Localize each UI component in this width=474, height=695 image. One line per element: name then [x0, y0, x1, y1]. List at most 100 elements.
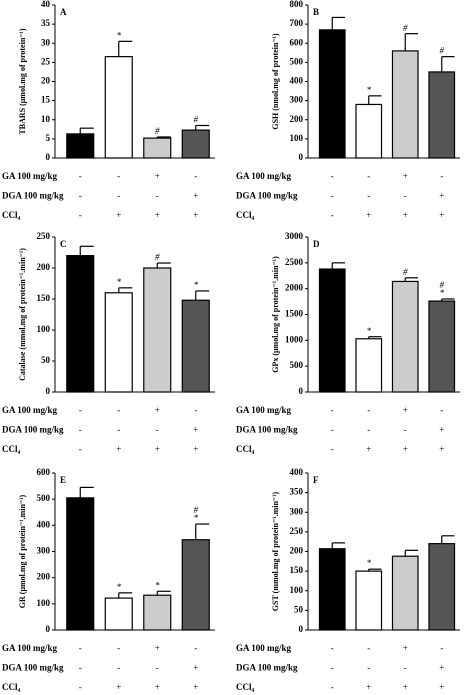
significance-mark: *: [117, 582, 122, 592]
treatment-mark: -: [117, 171, 120, 181]
y-tick-label: 2000: [285, 283, 304, 293]
treatment-mark: +: [403, 210, 408, 220]
significance-mark: *: [194, 280, 199, 290]
treatment-mark: +: [403, 643, 408, 653]
y-tick-label: 30: [41, 37, 51, 47]
treatment-label: CCl₄: [236, 210, 254, 220]
treatment-mark: +: [403, 171, 408, 181]
y-tick-label: 100: [290, 133, 304, 143]
y-tick-label: 200: [290, 546, 304, 556]
panel-label: B: [313, 7, 319, 17]
treatment-mark: -: [331, 643, 334, 653]
treatment-mark: -: [440, 171, 443, 181]
y-tick-label: 150: [290, 565, 304, 575]
treatment-mark: +: [116, 682, 121, 692]
treatment-mark: +: [439, 444, 444, 454]
treatment-label: GA 100 mg/kg: [236, 171, 292, 181]
y-tick-label: 3000: [285, 231, 304, 241]
bar: [143, 137, 172, 159]
treatment-mark: +: [403, 405, 408, 415]
treatment-mark: -: [404, 663, 407, 673]
y-tick-label: 100: [290, 585, 304, 595]
treatment-label: DGA 100 mg/kg: [2, 425, 64, 435]
y-tick-label: 2500: [285, 257, 304, 267]
y-tick-label: 600: [37, 467, 51, 477]
y-tick-label: 1500: [285, 309, 304, 319]
treatment-mark: -: [156, 191, 159, 201]
y-tick-label: 25: [41, 56, 51, 66]
treatment-mark: -: [79, 444, 82, 454]
y-tick-label: 150: [37, 293, 51, 303]
treatment-mark: -: [367, 405, 370, 415]
treatment-mark: +: [403, 682, 408, 692]
significance-mark: #: [155, 126, 160, 136]
treatment-mark: +: [193, 682, 198, 692]
treatment-mark: -: [331, 425, 334, 435]
panel-label: D: [313, 239, 320, 249]
y-tick-label: 200: [37, 572, 51, 582]
y-tick-label: 200: [37, 262, 51, 272]
bar: [66, 255, 95, 393]
bar: [391, 50, 419, 159]
bar: [181, 129, 210, 159]
bar: [143, 267, 172, 393]
panel-label: E: [60, 475, 66, 485]
significance-mark: #: [155, 252, 160, 262]
treatment-mark: -: [79, 210, 82, 220]
treatment-mark: -: [194, 405, 197, 415]
bar: [355, 103, 383, 159]
bar: [391, 280, 419, 393]
treatment-mark: -: [79, 682, 82, 692]
treatment-label: DGA 100 mg/kg: [2, 191, 64, 201]
y-tick-label: 300: [290, 95, 304, 105]
bar: [428, 300, 456, 393]
panel-label: F: [313, 475, 319, 485]
y-tick-label: 5: [46, 133, 51, 143]
y-tick-label: 500: [290, 56, 304, 66]
y-tick-label: 350: [290, 487, 304, 497]
y-tick-label: 0: [46, 152, 51, 162]
significance-mark: #: [403, 267, 408, 277]
treatment-mark: +: [366, 682, 371, 692]
treatment-mark: -: [367, 663, 370, 673]
treatment-mark: -: [117, 405, 120, 415]
treatment-mark: +: [403, 444, 408, 454]
y-tick-label: 15: [41, 95, 51, 105]
y-tick-label: 200: [290, 114, 304, 124]
treatment-mark: +: [193, 191, 198, 201]
treatment-mark: -: [331, 682, 334, 692]
treatment-mark: +: [439, 425, 444, 435]
treatment-mark: -: [117, 663, 120, 673]
y-tick-label: 0: [46, 386, 51, 396]
y-tick-label: 100: [37, 598, 51, 608]
bar: [66, 133, 95, 159]
y-axis-label: Catalase (mmol.mg of protein⁻¹.min⁻¹): [18, 248, 27, 381]
treatment-mark: -: [194, 643, 197, 653]
bar: [104, 597, 133, 631]
treatment-label: CCl₄: [2, 210, 20, 220]
treatment-mark: -: [79, 663, 82, 673]
y-tick-label: 250: [37, 231, 51, 241]
treatment-mark: -: [194, 171, 197, 181]
treatment-mark: +: [193, 444, 198, 454]
treatment-mark: -: [367, 171, 370, 181]
treatment-label: GA 100 mg/kg: [2, 171, 58, 181]
treatment-mark: +: [366, 210, 371, 220]
treatment-label: GA 100 mg/kg: [236, 643, 292, 653]
y-tick-label: 500: [37, 493, 51, 503]
treatment-mark: +: [193, 663, 198, 673]
treatment-mark: +: [439, 191, 444, 201]
treatment-mark: -: [79, 191, 82, 201]
treatment-mark: -: [404, 191, 407, 201]
treatment-mark: +: [155, 405, 160, 415]
treatment-mark: -: [117, 425, 120, 435]
treatment-label: CCl₄: [236, 682, 254, 692]
bar: [143, 594, 172, 631]
significance-mark: *: [117, 30, 122, 40]
treatment-mark: -: [331, 444, 334, 454]
y-axis-label: GSH (nmol.mg of protein⁻¹): [271, 33, 280, 130]
significance-mark: *: [440, 288, 445, 298]
panel-label: C: [60, 239, 67, 249]
y-tick-label: 500: [290, 360, 304, 370]
treatment-mark: -: [156, 663, 159, 673]
